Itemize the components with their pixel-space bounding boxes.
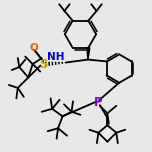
- Polygon shape: [87, 48, 90, 60]
- Text: NH: NH: [47, 52, 65, 62]
- Text: O: O: [30, 43, 39, 53]
- Text: S: S: [39, 58, 47, 71]
- Text: P: P: [94, 96, 103, 109]
